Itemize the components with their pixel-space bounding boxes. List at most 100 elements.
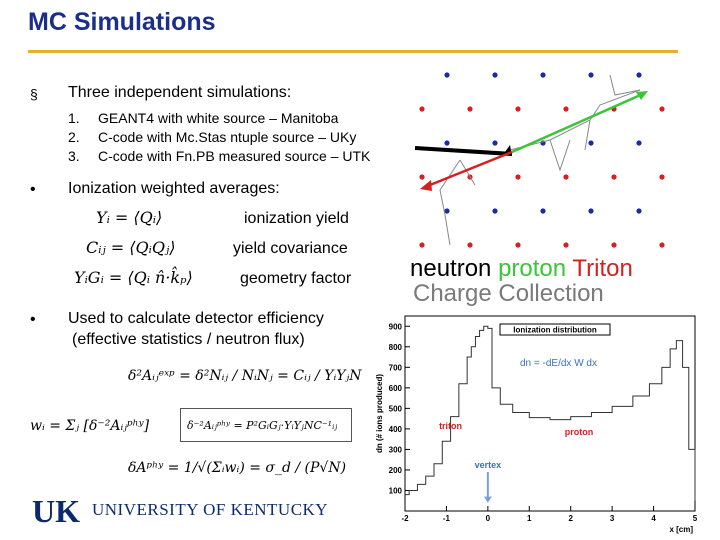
chart-annotation-vertex: vertex (475, 460, 502, 470)
secondary-track (549, 139, 571, 172)
uk-logo-mark: UK (26, 493, 86, 529)
y-tick-label: 300 (389, 445, 403, 454)
equation-covariance: Cᵢⱼ = ⟨QᵢQⱼ⟩ (86, 238, 176, 257)
bullet-marker: • (30, 311, 36, 328)
lattice-dot (588, 208, 594, 214)
lattice-dot (492, 208, 498, 214)
list-item-text: GEANT4 with white source – Manitoba (98, 110, 339, 126)
lattice-dot (636, 72, 642, 78)
lattice-dot (515, 174, 521, 180)
series-line-ionization (405, 325, 696, 501)
x-tick-label: 2 (568, 514, 573, 523)
lattice-dot (444, 140, 450, 146)
lattice-dot (563, 106, 569, 112)
list-item-number: 3. (68, 148, 80, 164)
x-axis-label: x [cm] (669, 525, 693, 534)
lattice-dot (444, 208, 450, 214)
bullet-marker: § (30, 86, 38, 102)
y-tick-label: 700 (389, 363, 403, 372)
y-tick-label: 600 (389, 384, 403, 393)
legend-proton: proton (498, 255, 567, 282)
slide-title: MC Simulations (28, 8, 216, 36)
secondary-track (459, 159, 476, 186)
y-tick-label: 800 (389, 343, 403, 352)
chart-title: Ionization distribution (513, 326, 597, 335)
equation-geometry: YᵢGᵢ = ⟨Qᵢ n̂·k̂ₚ⟩ (74, 268, 193, 287)
bullet-efficiency-note: (effective statistics / neutron flux) (72, 331, 305, 348)
lattice-dot (659, 174, 665, 180)
list-item: 2. C-code with Mc.Stas ntuple source – UK… (68, 129, 356, 145)
lattice-dot (659, 242, 665, 248)
y-axis-label: dn (# ions produced) (375, 374, 384, 453)
charge-collection-label: Charge Collection (413, 280, 604, 307)
x-tick-label: 1 (527, 514, 532, 523)
equation-yield: Yᵢ = ⟨Qᵢ⟩ (96, 208, 163, 227)
equation-total-uncertainty: δAᵖʰʸ = 1/√(Σᵢwᵢ) = σ_d / (P√N) (128, 460, 347, 476)
proton-scatter-path (509, 89, 641, 151)
lattice-dot (611, 174, 617, 180)
secondary-track (584, 119, 591, 151)
label-geometry-factor: geometry factor (240, 270, 352, 287)
university-name: UNIVERSITY OF KENTUCKY (92, 500, 329, 519)
equation-asymmetry-uncertainty: δ²Aᵢⱼᵉˣᵖ = δ²Nᵢⱼ / NᵢNⱼ = Cᵢⱼ / YᵢYⱼN (128, 368, 362, 384)
university-logo: UK UNIVERSITY OF KENTUCKY (26, 492, 329, 529)
y-tick-label: 100 (389, 486, 403, 495)
list-item-number: 2. (68, 129, 80, 145)
x-tick-label: 5 (693, 514, 698, 523)
label-yield-covariance: yield covariance (233, 240, 348, 257)
lattice-dot (588, 72, 594, 78)
lattice-dot (419, 174, 425, 180)
legend-neutron: neutron (410, 255, 492, 282)
y-tick-label: 900 (389, 322, 403, 331)
lattice-dot (492, 140, 498, 146)
lattice-dot (467, 242, 473, 248)
lattice-dot (636, 208, 642, 214)
x-tick-label: -2 (401, 514, 409, 523)
lattice-dot (636, 140, 642, 146)
equation-weight: wᵢ = Σⱼ [δ⁻²Aᵢⱼᵖʰʸ] (30, 418, 150, 434)
chart-annotation-triton: triton (439, 421, 462, 431)
lattice-dot (492, 72, 498, 78)
equation-box-inverse-variance: δ⁻²Aᵢⱼᵖʰʸ = P²GᵢGⱼ·YᵢYⱼNC⁻¹ᵢⱼ (180, 408, 352, 442)
lattice-dot (467, 106, 473, 112)
label-ionization-yield: ionization yield (244, 210, 349, 227)
triton-arrowhead (420, 180, 432, 191)
x-tick-label: 4 (651, 514, 656, 523)
triton-scatter-path (439, 159, 461, 246)
neutron-track (414, 146, 513, 156)
list-item-text: C-code with Fn.PB measured source – UTK (98, 148, 371, 164)
lattice-dot (515, 106, 521, 112)
chart-annotation-proton: proton (565, 427, 594, 437)
proton-arrowhead (636, 91, 648, 100)
ionization-chart: 100 200 300 400 500 600 700 800 900 -2 -1 0 1 2 3 4 5x [… (375, 315, 698, 534)
lattice-dot (540, 72, 546, 78)
lattice-dot (563, 174, 569, 180)
legend-triton: Triton (572, 255, 633, 282)
y-tick-label: 200 (389, 466, 403, 475)
bullet-efficiency: Used to calculate detector efficiency (68, 310, 324, 327)
chart-formula: dn = -dE/dx W dx (520, 358, 597, 369)
lattice-dot (611, 242, 617, 248)
chart-title-box (499, 323, 611, 336)
list-item: 3. C-code with Fn.PB measured source – UT… (68, 148, 370, 164)
lattice-dot (588, 140, 594, 146)
uk-logo-letters: UK (32, 493, 80, 527)
list-item: 1. GEANT4 with white source – Manitoba (68, 110, 338, 126)
bullet-marker: • (30, 181, 36, 198)
x-tick-label: 3 (610, 514, 615, 523)
proton-track (511, 91, 646, 154)
charge-lattice-diagram (414, 72, 665, 248)
bullet-averages: Ionization weighted averages: (68, 180, 280, 197)
lattice-dot (540, 208, 546, 214)
lattice-dot (515, 242, 521, 248)
x-tick-label: -1 (443, 514, 451, 523)
y-tick-label: 500 (389, 404, 403, 413)
lattice-dot (563, 242, 569, 248)
lattice-dot (419, 242, 425, 248)
secondary-track (609, 74, 641, 96)
chart-frame (404, 315, 696, 512)
x-tick-label: 0 (486, 514, 491, 523)
vertex-arrowhead (483, 496, 492, 503)
lattice-dot (419, 106, 425, 112)
lattice-dots (419, 72, 665, 248)
